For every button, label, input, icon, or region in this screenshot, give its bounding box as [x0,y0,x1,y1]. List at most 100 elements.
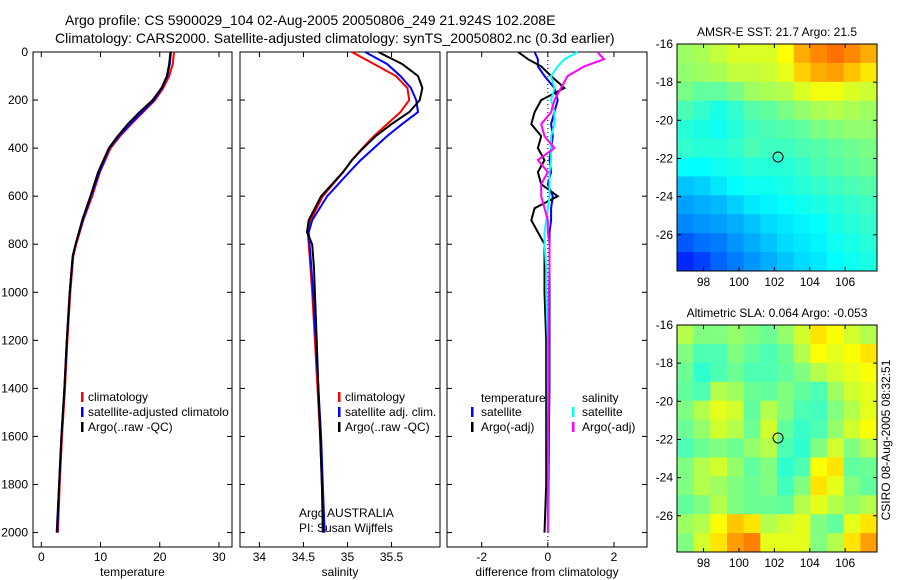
x-tick-label: -2 [476,550,487,564]
heatmap-cell [727,62,745,83]
heatmap-cell [760,362,778,383]
heatmap-cell [677,457,695,477]
heatmap-cell [693,495,711,515]
heatmap-cell [827,362,845,383]
legend-label: satellite [582,405,623,419]
heatmap-cell [710,514,728,534]
heatmap-cell [827,138,845,158]
y-tick-label: -24 [656,471,674,485]
heatmap-cell [760,214,778,234]
heatmap-cell [827,476,845,496]
legend-label: Argo(-adj) [481,420,534,434]
legend-swatch [471,422,474,432]
heatmap-cell [710,195,728,215]
heatmap-cell [693,419,711,439]
heatmap-cell [727,100,745,121]
heatmap-cell [727,514,745,534]
heatmap-cell [827,400,845,421]
heatmap-cell [743,100,761,121]
heatmap-cell [777,81,795,102]
legend-heading: temperature [481,391,546,405]
x-tick-label: 35 [341,550,355,564]
legend-label: satellite-adjusted climatolo [88,405,229,419]
heatmap-cell [710,44,728,64]
heatmap-cell [777,438,795,458]
heatmap-cell [677,138,695,158]
heatmap-cell [677,438,695,458]
heatmap-cell [793,195,811,215]
heatmap-cell [743,214,761,234]
heatmap-cell [727,476,745,496]
plot-frame [32,51,233,548]
heatmap-cell [743,157,761,177]
heatmap-cell [793,533,811,553]
heatmap-cell [810,343,828,364]
x-tick-label: 102 [764,275,784,289]
heatmap-cell [760,438,778,458]
heatmap-cell [827,214,845,234]
x-tick-label: 106 [835,556,855,570]
heatmap-cell [860,438,878,458]
heatmap-cell [693,438,711,458]
heatmap-cell [743,419,761,439]
heatmap-cell [827,176,845,196]
heatmap-cell [777,457,795,477]
heatmap-cell [860,138,878,158]
x-tick-label: 98 [697,556,711,570]
legend-swatch [338,392,341,402]
heatmap-cell [693,81,711,102]
heatmap-cell [677,362,695,383]
heatmap-cell [810,100,828,121]
heatmap-cell [827,495,845,515]
title-line-1: Argo profile: CS 5900029_104 02-Aug-2005… [65,12,555,28]
heatmap-cell [727,233,745,253]
heatmap-cell [693,44,711,64]
heatmap-cell [743,44,761,64]
heatmap-cell [777,476,795,496]
heatmap-cell [793,362,811,383]
heatmap-cell [810,252,828,272]
y-tick-label: -20 [656,394,674,408]
heatmap-cell [777,100,795,121]
heatmap-cell [710,62,728,83]
y-tick-label: -20 [656,113,674,127]
heatmap-cell [827,514,845,534]
heatmap-cell [710,533,728,553]
y-tick-label: 1400 [1,381,28,395]
heatmap-cell [760,252,778,272]
heatmap-cell [727,457,745,477]
heatmap-cell [710,176,728,196]
heatmap-cell [693,176,711,196]
heatmap-cell [693,457,711,477]
heatmap-cell [827,157,845,177]
heatmap-cell [827,381,845,402]
y-tick-label: -22 [656,151,674,165]
heatmap-cell [710,252,728,272]
heatmap-cell [860,362,878,383]
heatmap-cell [760,119,778,140]
heatmap-cell [777,514,795,534]
heatmap-cell [860,44,878,64]
heatmap-cell [760,381,778,402]
heatmap-cell [743,343,761,364]
y-tick-label: 1800 [1,478,28,492]
heatmap-cell [760,100,778,121]
series-line-argo [55,51,172,533]
x-tick-label: 102 [764,556,784,570]
y-tick-label: 400 [8,141,28,155]
heatmap-cell [810,514,828,534]
heatmap-cell [843,457,861,477]
heatmap-cell [860,62,878,83]
heatmap-cell [743,119,761,140]
heatmap-cell [677,252,695,272]
heatmap-cell [793,100,811,121]
legend-label: satellite adj. clim. [345,405,436,419]
heatmap-cell [710,119,728,140]
y-tick-label: -26 [656,509,674,523]
heatmap-cell [727,381,745,402]
heatmap-cell [727,157,745,177]
heatmap-cell [793,419,811,439]
heatmap-cell [860,157,878,177]
heatmap-cell [677,157,695,177]
heatmap-cell [710,138,728,158]
